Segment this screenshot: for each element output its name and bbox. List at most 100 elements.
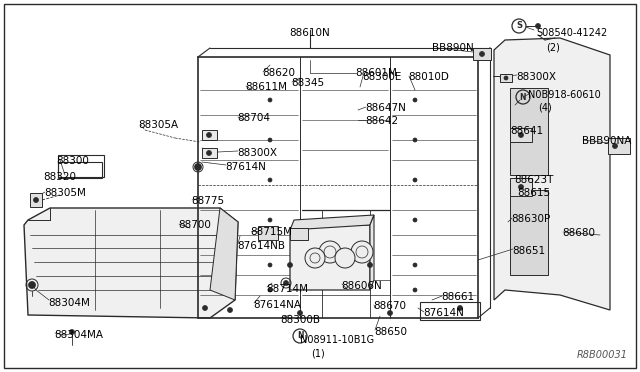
Text: 88300X: 88300X xyxy=(516,72,556,82)
Text: S08540-41242: S08540-41242 xyxy=(536,28,607,38)
Circle shape xyxy=(284,280,289,285)
Text: 88661: 88661 xyxy=(441,292,474,302)
Text: 88704: 88704 xyxy=(237,113,270,123)
Circle shape xyxy=(387,311,392,315)
Circle shape xyxy=(305,248,325,268)
Text: 88615: 88615 xyxy=(517,188,550,198)
Polygon shape xyxy=(210,208,238,300)
Circle shape xyxy=(458,305,463,311)
Text: 88606N: 88606N xyxy=(341,281,381,291)
Circle shape xyxy=(367,263,372,267)
Text: 88647N: 88647N xyxy=(365,103,406,113)
Circle shape xyxy=(413,218,417,222)
Circle shape xyxy=(268,98,272,102)
Text: 88620: 88620 xyxy=(262,68,295,78)
Text: (1): (1) xyxy=(311,348,324,358)
Text: 88305M: 88305M xyxy=(44,188,86,198)
Circle shape xyxy=(268,263,272,267)
Bar xyxy=(202,130,217,140)
Bar xyxy=(58,155,104,177)
Circle shape xyxy=(227,308,232,312)
Text: 88611M: 88611M xyxy=(245,82,287,92)
Text: 88304MA: 88304MA xyxy=(54,330,103,340)
Circle shape xyxy=(319,241,341,263)
Polygon shape xyxy=(510,88,548,175)
Text: 87614NA: 87614NA xyxy=(253,300,301,310)
Circle shape xyxy=(195,164,202,170)
Circle shape xyxy=(518,132,524,138)
Text: 88680: 88680 xyxy=(562,228,595,238)
Text: 88670: 88670 xyxy=(373,301,406,311)
Circle shape xyxy=(70,330,74,334)
Circle shape xyxy=(413,178,417,182)
Bar xyxy=(58,162,102,178)
Circle shape xyxy=(268,218,272,222)
Circle shape xyxy=(268,138,272,142)
Text: BBB90NA: BBB90NA xyxy=(582,136,632,146)
Bar xyxy=(510,178,532,196)
Polygon shape xyxy=(290,225,370,290)
Circle shape xyxy=(413,263,417,267)
Circle shape xyxy=(29,282,35,289)
Circle shape xyxy=(351,241,373,263)
Circle shape xyxy=(413,138,417,142)
Circle shape xyxy=(268,288,272,292)
Text: N08911-10B1G: N08911-10B1G xyxy=(300,335,374,345)
Text: 88601M: 88601M xyxy=(355,68,397,78)
Text: 88300B: 88300B xyxy=(280,315,320,325)
Bar xyxy=(30,193,42,207)
Text: 88300: 88300 xyxy=(56,156,89,166)
Circle shape xyxy=(268,178,272,182)
Text: 88610N: 88610N xyxy=(290,28,330,38)
Circle shape xyxy=(479,51,484,57)
Text: BB890N: BB890N xyxy=(432,43,474,53)
Text: 88300X: 88300X xyxy=(237,148,277,158)
Text: 88641: 88641 xyxy=(510,126,543,136)
Text: 88775: 88775 xyxy=(191,196,224,206)
Polygon shape xyxy=(290,215,374,230)
Polygon shape xyxy=(494,38,610,310)
Text: S: S xyxy=(516,22,522,31)
Circle shape xyxy=(202,305,207,311)
Text: 88305A: 88305A xyxy=(138,120,178,130)
Text: (4): (4) xyxy=(538,103,552,113)
Circle shape xyxy=(413,288,417,292)
Text: 88700: 88700 xyxy=(178,220,211,230)
Text: N: N xyxy=(297,331,303,340)
Text: 88304M: 88304M xyxy=(48,298,90,308)
Circle shape xyxy=(536,23,541,29)
Circle shape xyxy=(504,76,508,80)
Text: 88714M: 88714M xyxy=(266,284,308,294)
Text: N0B918-60610: N0B918-60610 xyxy=(528,90,601,100)
Text: (2): (2) xyxy=(546,42,560,52)
Circle shape xyxy=(207,132,211,138)
Text: 87614N: 87614N xyxy=(423,308,464,318)
Circle shape xyxy=(298,311,303,315)
Bar xyxy=(473,48,491,60)
Text: 88345: 88345 xyxy=(291,78,324,88)
Circle shape xyxy=(287,263,292,267)
Text: 88630P: 88630P xyxy=(511,214,550,224)
Text: 88300E: 88300E xyxy=(362,72,401,82)
Text: 87614N: 87614N xyxy=(225,162,266,172)
Text: 88320: 88320 xyxy=(44,172,77,182)
Bar xyxy=(500,74,512,82)
Text: R8B00031: R8B00031 xyxy=(577,350,628,360)
Circle shape xyxy=(207,151,211,155)
Polygon shape xyxy=(370,215,374,290)
Polygon shape xyxy=(510,190,548,275)
Bar xyxy=(510,128,532,142)
Bar xyxy=(608,138,630,154)
Circle shape xyxy=(518,185,524,189)
Circle shape xyxy=(33,198,38,202)
Text: 88642: 88642 xyxy=(365,116,398,126)
Circle shape xyxy=(335,248,355,268)
Bar xyxy=(290,228,308,240)
Polygon shape xyxy=(24,208,238,318)
Text: 87614NB: 87614NB xyxy=(237,241,285,251)
Text: 88715M: 88715M xyxy=(250,227,292,237)
Circle shape xyxy=(413,98,417,102)
Bar xyxy=(258,226,278,240)
Text: 88010D: 88010D xyxy=(408,72,449,82)
Text: 88623T: 88623T xyxy=(514,175,554,185)
